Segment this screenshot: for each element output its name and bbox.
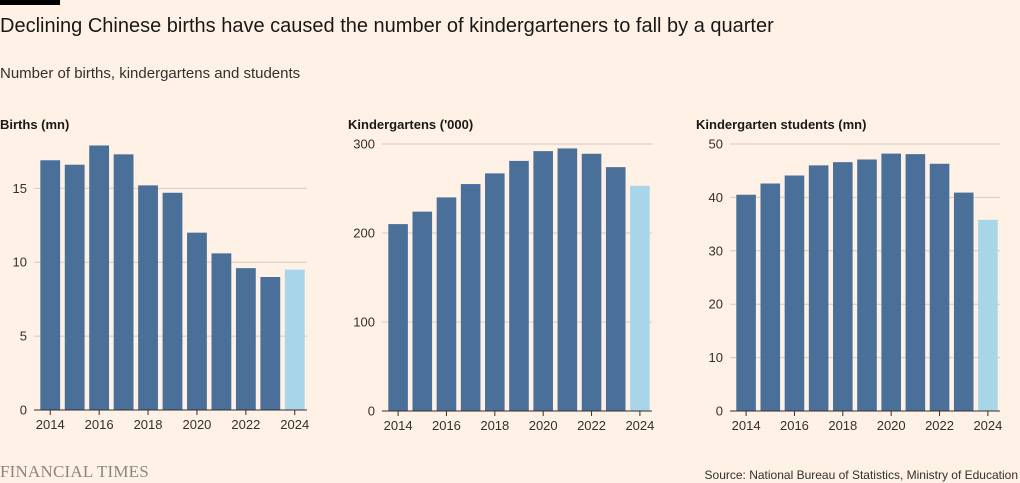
- x-tick-label: 2022: [577, 418, 606, 433]
- bar-2020: [881, 153, 901, 411]
- bar-2024: [284, 269, 305, 410]
- x-tick-label: 2014: [384, 418, 413, 433]
- x-tick-label: 2022: [925, 418, 954, 433]
- chart-title: Declining Chinese births have caused the…: [0, 15, 774, 37]
- y-tick-label: 200: [353, 226, 375, 241]
- x-tick-label: 2024: [625, 418, 654, 433]
- y-tick-label: 30: [709, 243, 723, 258]
- x-tick-label: 2020: [182, 417, 211, 432]
- y-tick-label: 15: [13, 181, 27, 196]
- x-tick-label: 2018: [480, 418, 509, 433]
- y-tick-label: 100: [353, 315, 375, 330]
- bar-2024: [978, 219, 998, 411]
- bar-2021: [557, 148, 578, 411]
- x-tick-label: 2018: [134, 417, 163, 432]
- students-chart: Kindergarten students (mn) 0 10 20 30 40 50 201…: [696, 112, 1016, 442]
- chart-subtitle: Number of births, kindergartens and stud…: [0, 65, 301, 82]
- bar-2020: [533, 151, 553, 411]
- bar-2019: [509, 160, 529, 411]
- y-tick-label: 0: [368, 404, 375, 419]
- panel-title: Kindergarten students (mn): [696, 117, 866, 132]
- bar-2018: [833, 162, 853, 411]
- bar-2019: [857, 159, 877, 411]
- bar-2017: [460, 184, 481, 411]
- students-chart-svg: Kindergarten students (mn) 0 10 20 30 40 50 201…: [696, 117, 1002, 433]
- bar-2023: [605, 167, 626, 411]
- x-tick-label: 2016: [432, 418, 461, 433]
- bar-2018: [485, 173, 505, 411]
- bar-2020: [187, 232, 207, 410]
- bar-2015: [760, 183, 781, 411]
- bar-2015: [412, 211, 433, 411]
- x-tick-label: 2018: [828, 418, 857, 433]
- bar-2023: [953, 192, 974, 411]
- y-tick-label: 300: [353, 137, 375, 152]
- births-chart-svg: Births (mn) 0 5 10 15 2014 2016 2018 2020 2022 202…: [0, 117, 309, 432]
- y-tick-label: 0: [716, 404, 723, 419]
- bar-2014: [736, 194, 756, 411]
- bar-2021: [905, 154, 926, 411]
- bar-2023: [260, 277, 281, 410]
- bar-2024: [630, 185, 650, 411]
- bar-2017: [113, 154, 134, 410]
- x-tick-label: 2014: [732, 418, 761, 433]
- bar-2016: [89, 145, 110, 410]
- bar-2018: [138, 185, 158, 410]
- y-tick-label: 0: [20, 403, 27, 418]
- source-note: Source: National Bureau of Statistics, M…: [704, 468, 1018, 482]
- y-tick-label: 20: [709, 297, 723, 312]
- kindergartens-chart: Kindergartens ('000) 0 100 200 300 2014 2016 20…: [348, 112, 668, 442]
- bar-2015: [64, 164, 85, 410]
- bar-2014: [40, 160, 61, 410]
- bar-2017: [808, 165, 829, 411]
- x-tick-label: 2024: [280, 417, 309, 432]
- panel-title: Births (mn): [0, 117, 69, 132]
- ft-logo: FINANCIAL TIMES: [0, 462, 149, 481]
- x-tick-label: 2024: [973, 418, 1002, 433]
- y-tick-label: 5: [20, 329, 27, 344]
- x-tick-label: 2016: [85, 417, 114, 432]
- x-tick-label: 2016: [780, 418, 809, 433]
- x-tick-label: 2020: [529, 418, 558, 433]
- bar-2022: [235, 268, 256, 410]
- y-tick-label: 10: [709, 350, 723, 365]
- x-tick-label: 2014: [36, 417, 65, 432]
- bar-2014: [388, 224, 408, 411]
- kindergartens-chart-svg: Kindergartens ('000) 0 100 200 300 2014 2016 20…: [348, 117, 654, 433]
- y-tick-label: 40: [709, 190, 723, 205]
- bar-2019: [162, 192, 183, 410]
- bar-2022: [929, 163, 950, 411]
- panel-title: Kindergartens ('000): [348, 117, 473, 132]
- y-tick-label: 10: [13, 255, 27, 270]
- x-tick-label: 2020: [877, 418, 906, 433]
- births-chart: Births (mn) 0 5 10 15 2014 2016 2018 2020 2022 202…: [0, 112, 320, 442]
- bar-2016: [436, 197, 457, 411]
- y-tick-label: 50: [709, 137, 723, 152]
- bar-2016: [784, 175, 805, 411]
- bar-2021: [211, 253, 232, 410]
- brand-bar: [0, 0, 60, 5]
- x-tick-label: 2022: [231, 417, 260, 432]
- bar-2022: [581, 153, 602, 411]
